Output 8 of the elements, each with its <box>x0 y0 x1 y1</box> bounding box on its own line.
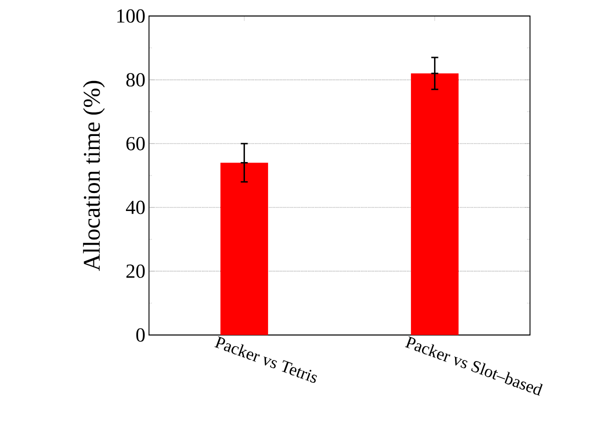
y-tick-label: 0 <box>136 328 145 342</box>
y-tick-label: 100 <box>117 9 145 23</box>
y-tick-label: 60 <box>126 136 145 150</box>
x-tick-label: Packer vs Tetris <box>214 336 317 383</box>
y-tick-label: 40 <box>126 200 145 214</box>
y-tick-label: 80 <box>126 73 145 87</box>
y-axis-title: Allocation time (%) <box>83 80 105 271</box>
y-tick-label: 20 <box>126 264 145 278</box>
